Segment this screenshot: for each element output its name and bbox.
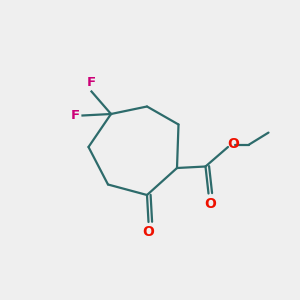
Text: O: O (227, 137, 239, 151)
Text: F: F (70, 109, 80, 122)
Text: O: O (142, 226, 154, 239)
Text: F: F (87, 76, 96, 89)
Text: O: O (204, 197, 216, 211)
